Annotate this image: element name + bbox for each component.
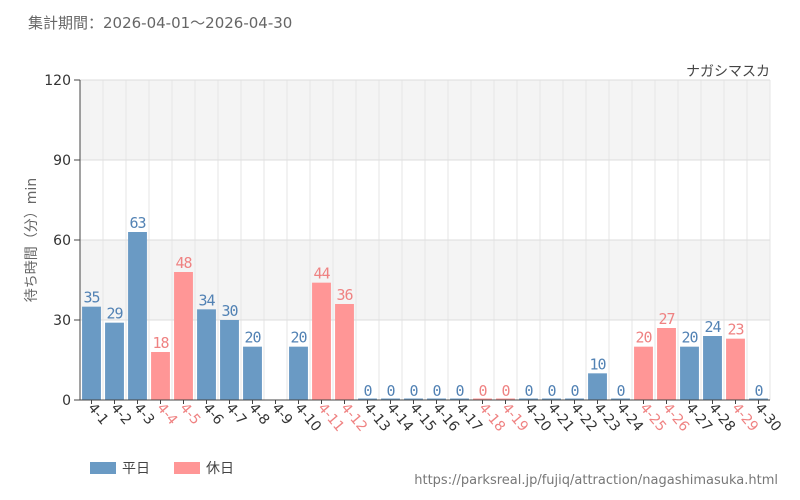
bar-value-label: 20 bbox=[290, 329, 307, 347]
bar-value-label: 0 bbox=[455, 382, 464, 400]
chart-title: ナガシマスカ bbox=[686, 64, 770, 80]
bar bbox=[105, 322, 124, 400]
x-tick-label: 4-1 bbox=[84, 400, 111, 428]
bar bbox=[450, 398, 469, 400]
bar-value-label: 48 bbox=[175, 254, 192, 272]
bar bbox=[565, 398, 584, 400]
bar bbox=[197, 309, 216, 400]
legend-item-weekday: 平日 bbox=[90, 458, 150, 478]
bar-value-label: 0 bbox=[547, 382, 556, 400]
bar bbox=[496, 398, 515, 400]
bar-value-label: 0 bbox=[432, 382, 441, 400]
bar-value-label: 24 bbox=[704, 318, 721, 336]
bar bbox=[703, 336, 722, 400]
bar bbox=[657, 328, 676, 400]
bar bbox=[680, 346, 699, 400]
legend-item-holiday: 休日 bbox=[174, 458, 234, 478]
bar bbox=[749, 398, 768, 400]
bar bbox=[381, 398, 400, 400]
bar bbox=[243, 346, 262, 400]
bar-value-label: 30 bbox=[221, 302, 238, 320]
bar-value-label: 23 bbox=[727, 321, 743, 339]
y-axis-label: 待ち時間（分）min bbox=[24, 178, 40, 302]
bar bbox=[128, 232, 147, 400]
x-tick-label: 4-2 bbox=[107, 400, 134, 428]
bar-value-label: 36 bbox=[336, 286, 353, 304]
bar bbox=[358, 398, 377, 400]
bar-value-label: 29 bbox=[106, 305, 123, 323]
bar bbox=[335, 304, 354, 400]
bar bbox=[634, 346, 653, 400]
y-tick-label: 120 bbox=[44, 73, 71, 89]
y-tick-label: 30 bbox=[53, 313, 71, 329]
bar bbox=[289, 346, 308, 400]
bar bbox=[220, 320, 239, 400]
bar-value-label: 0 bbox=[570, 382, 579, 400]
bar bbox=[519, 398, 538, 400]
x-tick-label: 4-7 bbox=[222, 400, 249, 428]
bar bbox=[473, 398, 492, 400]
bar-value-label: 27 bbox=[658, 310, 674, 328]
bar-value-label: 10 bbox=[589, 355, 606, 373]
bar-value-label: 44 bbox=[313, 265, 330, 283]
bar-value-label: 63 bbox=[129, 214, 145, 232]
bar-value-label: 0 bbox=[363, 382, 372, 400]
legend-label-weekday: 平日 bbox=[122, 461, 150, 477]
bar-value-label: 0 bbox=[386, 382, 395, 400]
legend-swatch-weekday bbox=[90, 462, 116, 474]
bars bbox=[82, 232, 768, 400]
bar-value-label: 0 bbox=[409, 382, 418, 400]
bar-value-label: 0 bbox=[754, 382, 763, 400]
y-tick-label: 60 bbox=[53, 233, 71, 249]
legend: 平日 休日 bbox=[90, 458, 234, 478]
x-tick-label: 4-4 bbox=[153, 400, 180, 428]
bar bbox=[404, 398, 423, 400]
bar-value-label: 20 bbox=[244, 329, 261, 347]
x-tick-label: 4-5 bbox=[176, 400, 203, 428]
bar bbox=[82, 306, 101, 400]
x-tick-label: 4-8 bbox=[245, 400, 272, 428]
legend-swatch-holiday bbox=[174, 462, 200, 474]
bar-value-label: 0 bbox=[501, 382, 510, 400]
x-tick-label: 4-3 bbox=[130, 400, 157, 428]
bar bbox=[427, 398, 446, 400]
bar-value-label: 20 bbox=[635, 329, 652, 347]
bar-value-label: 0 bbox=[524, 382, 533, 400]
x-axis: 4-14-24-34-44-54-64-74-84-94-104-114-124… bbox=[80, 399, 784, 435]
legend-label-holiday: 休日 bbox=[206, 461, 234, 477]
y-axis: 0 30 60 90 120 bbox=[44, 73, 81, 409]
bar-value-label: 0 bbox=[616, 382, 625, 400]
bar-value-label: 18 bbox=[152, 334, 169, 352]
y-tick-label: 90 bbox=[53, 153, 71, 169]
bar bbox=[588, 373, 607, 400]
bar-value-label: 20 bbox=[681, 329, 698, 347]
bar-value-label: 34 bbox=[198, 291, 215, 309]
y-tick-label: 0 bbox=[62, 393, 71, 409]
bar bbox=[542, 398, 561, 400]
bar bbox=[611, 398, 630, 400]
x-tick-label: 4-9 bbox=[268, 400, 295, 428]
bar bbox=[151, 352, 170, 400]
bar-value-label: 35 bbox=[83, 289, 99, 307]
source-url: https://parksreal.jp/fujiq/attraction/na… bbox=[414, 473, 778, 488]
bar-value-label: 0 bbox=[478, 382, 487, 400]
bar bbox=[174, 272, 193, 400]
bar bbox=[726, 338, 745, 400]
period-label: 集計期間：2026-04-01～2026-04-30 bbox=[28, 14, 293, 32]
bar bbox=[312, 282, 331, 400]
x-tick-label: 4-6 bbox=[199, 400, 226, 428]
